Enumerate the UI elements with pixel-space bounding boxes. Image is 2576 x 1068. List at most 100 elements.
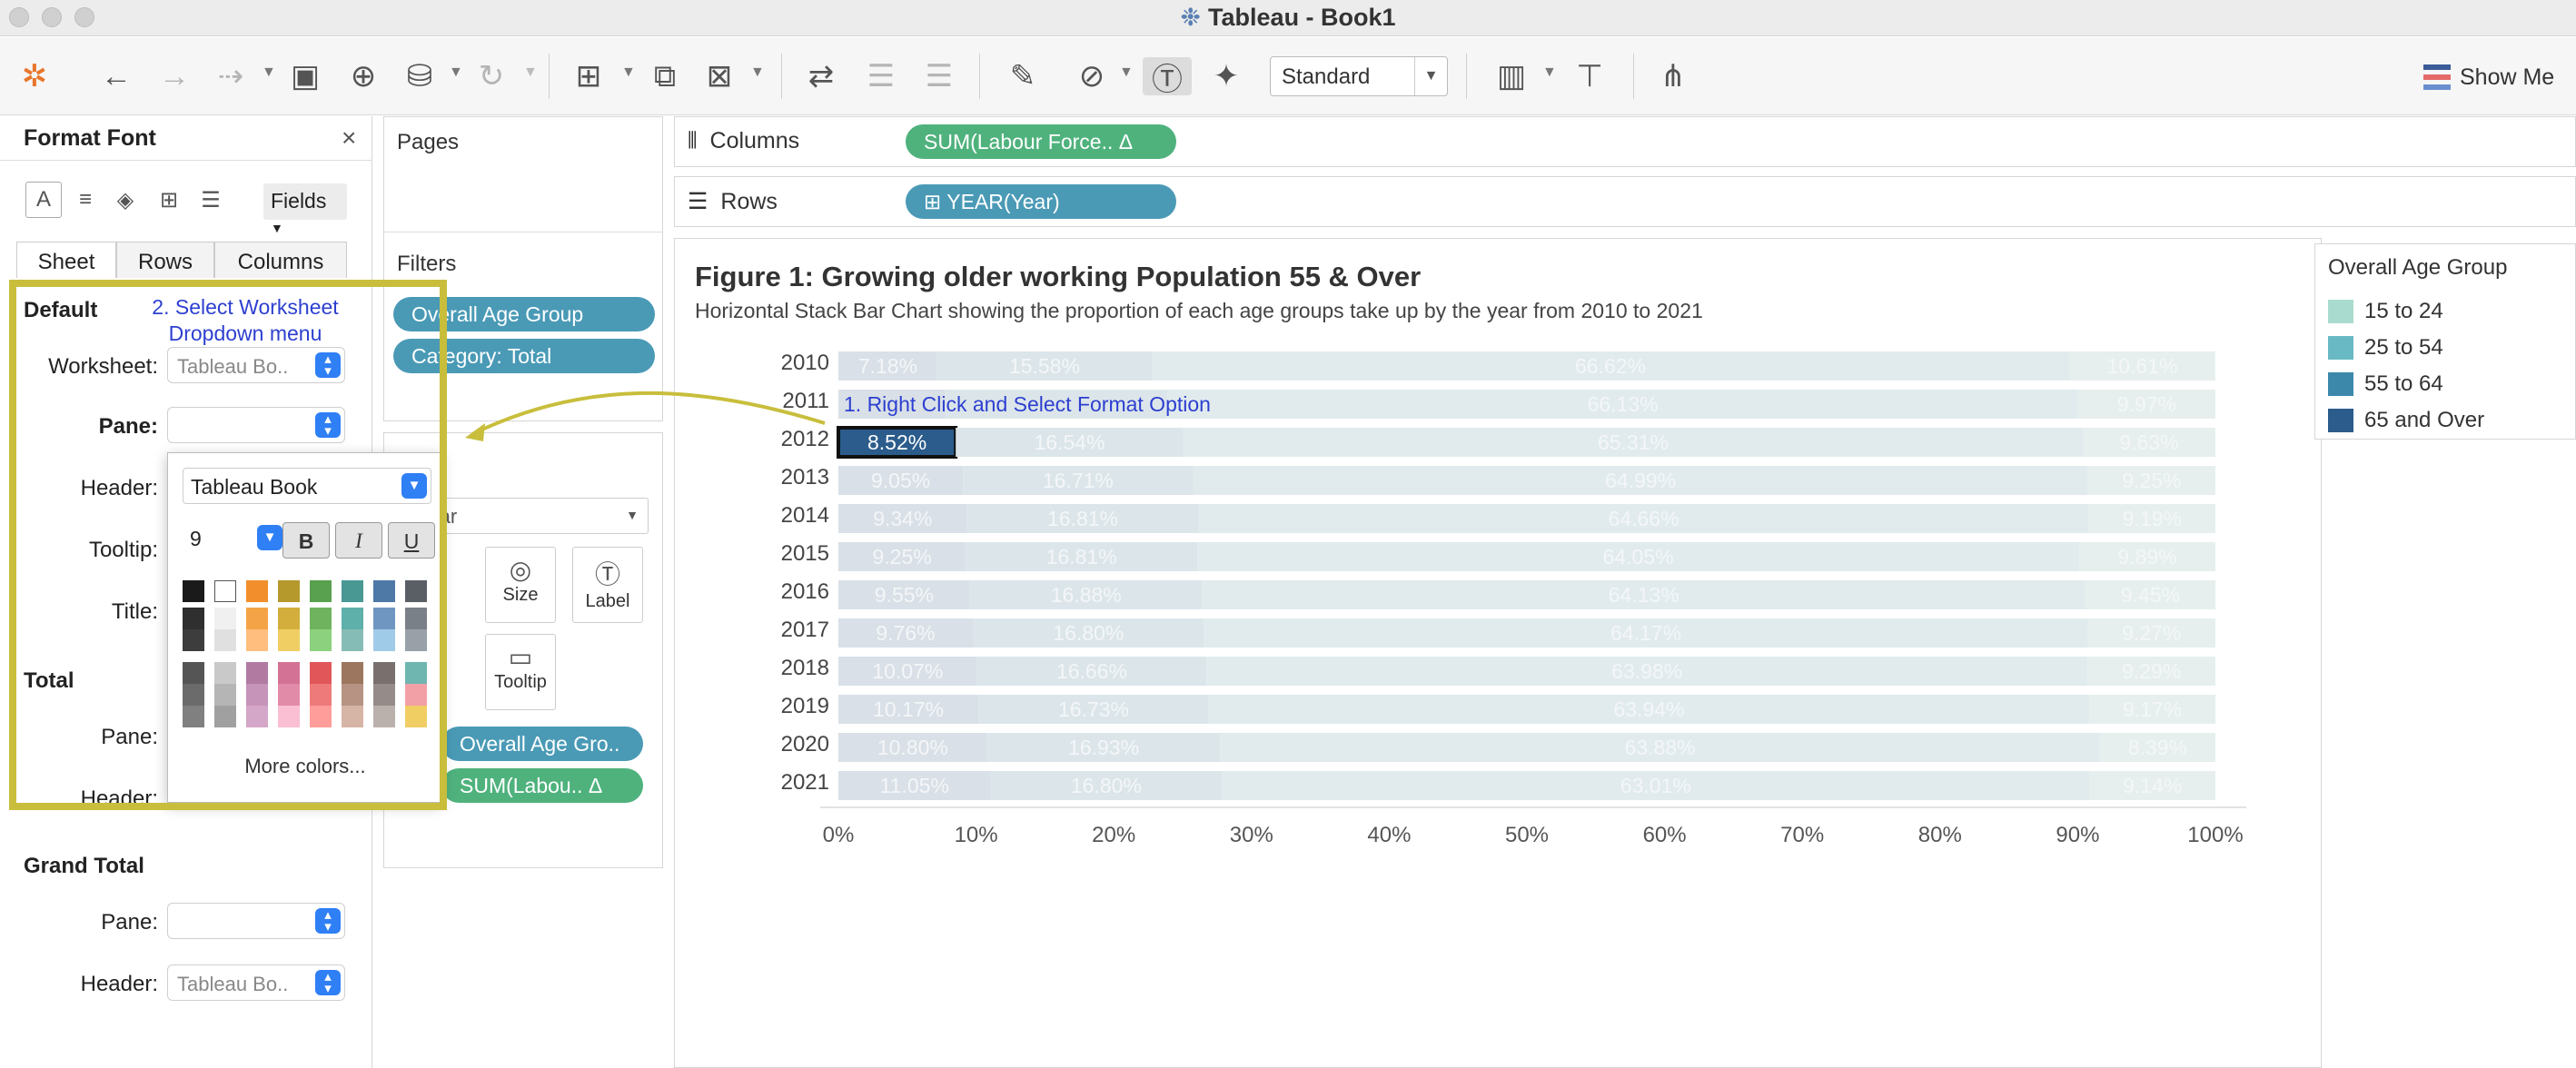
rows-shelf[interactable]: ☰ Rows ⊞ YEAR(Year) — [674, 176, 2576, 227]
bar-segment[interactable] — [976, 657, 1207, 686]
bar-segment[interactable] — [2079, 542, 2215, 571]
highlight-icon[interactable]: ✎ — [1009, 59, 1036, 94]
new-worksheet-icon[interactable]: ⊞ — [575, 59, 602, 94]
color-swatch[interactable] — [342, 684, 363, 706]
color-swatch[interactable] — [214, 580, 236, 602]
worksheet-font-select[interactable]: Tableau Bo.. ▴ ▾ — [167, 347, 345, 383]
bar-segment[interactable] — [2087, 618, 2215, 648]
bar-segment[interactable] — [1193, 466, 2088, 495]
window-zoom-button[interactable] — [74, 7, 94, 27]
color-swatch[interactable] — [310, 608, 332, 629]
bar-segment[interactable] — [838, 771, 991, 800]
bar-segment[interactable] — [966, 542, 1198, 571]
bar-segment[interactable] — [838, 695, 979, 724]
underline-button[interactable]: U — [388, 522, 435, 559]
color-swatch[interactable] — [342, 706, 363, 727]
pause-update-icon[interactable]: ⛁ — [406, 59, 433, 94]
color-swatch[interactable] — [214, 684, 236, 706]
color-swatch[interactable] — [246, 684, 268, 706]
bar-segment[interactable] — [963, 466, 1194, 495]
bar-segment[interactable] — [1202, 580, 2086, 609]
color-swatch[interactable] — [246, 608, 268, 629]
bar-segment[interactable] — [2087, 466, 2215, 495]
bar-segment[interactable] — [936, 351, 1153, 381]
refresh-dropdown-icon[interactable]: ▼ — [523, 64, 538, 80]
borders-format-icon[interactable]: ⊞ — [159, 187, 179, 213]
save-icon[interactable]: ▣ — [290, 59, 321, 94]
bar-segment[interactable] — [1197, 542, 2080, 571]
bar-segment[interactable] — [1204, 618, 2088, 648]
color-swatch[interactable] — [373, 629, 395, 651]
columns-pill-sum-labour-force[interactable]: SUM(Labour Force.. Δ — [906, 124, 1176, 159]
color-swatch[interactable] — [183, 629, 204, 651]
shading-format-icon[interactable]: ◈ — [116, 187, 134, 213]
color-swatch[interactable] — [373, 684, 395, 706]
bar-segment[interactable] — [838, 466, 964, 495]
color-swatch[interactable] — [183, 684, 204, 706]
bar-segment[interactable] — [838, 542, 966, 571]
bar-segment[interactable] — [2083, 428, 2215, 457]
font-format-icon[interactable]: A — [25, 182, 62, 218]
tab-rows[interactable]: Rows — [116, 242, 214, 278]
color-swatch[interactable] — [278, 629, 300, 651]
color-swatch[interactable] — [214, 706, 236, 727]
bar-segment[interactable] — [1208, 695, 2090, 724]
color-swatch[interactable] — [405, 608, 427, 629]
bar-segment[interactable] — [837, 426, 958, 459]
bar-segment[interactable] — [2088, 504, 2215, 533]
bar-segment[interactable] — [972, 618, 1204, 648]
color-swatch[interactable] — [405, 629, 427, 651]
fields-dropdown[interactable]: Fields ▼ — [263, 183, 347, 235]
datasource-dropdown-icon[interactable]: ▼ — [449, 64, 463, 80]
color-swatch[interactable] — [183, 706, 204, 727]
tab-sheet[interactable]: Sheet — [16, 242, 116, 278]
mark-type-select[interactable]: Bar ▼ — [416, 498, 649, 534]
worksheet-view[interactable]: Figure 1: Growing older working Populati… — [674, 238, 2322, 1068]
label-icon[interactable]: Ⓣ — [1143, 57, 1192, 97]
color-swatch[interactable] — [278, 608, 300, 629]
alignment-format-icon[interactable]: ≡ — [78, 187, 92, 212]
fit-select[interactable]: Standard ▼ — [1270, 56, 1448, 96]
legend-item[interactable]: 25 to 54 — [2328, 335, 2443, 361]
bar-segment[interactable] — [838, 351, 937, 381]
color-swatch[interactable] — [373, 580, 395, 602]
bar-segment[interactable] — [838, 504, 967, 533]
color-swatch[interactable] — [183, 580, 204, 602]
close-icon[interactable]: × — [342, 124, 357, 152]
tableau-logo-icon[interactable]: ✲ — [21, 59, 48, 94]
color-swatch[interactable] — [278, 580, 300, 602]
sort-ascending-icon[interactable]: ☰ — [867, 59, 896, 94]
color-swatch[interactable] — [246, 629, 268, 651]
color-swatch[interactable] — [373, 706, 395, 727]
bar-segment[interactable] — [956, 428, 1184, 457]
bar-segment[interactable] — [1206, 657, 2088, 686]
size-button[interactable]: ◎ Size — [485, 547, 556, 623]
bold-button[interactable]: B — [282, 522, 330, 559]
color-swatch[interactable] — [342, 608, 363, 629]
bar-segment[interactable] — [838, 580, 970, 609]
pin-icon[interactable]: ✦ — [1213, 59, 1240, 94]
columns-shelf[interactable]: ⫴ Columns SUM(Labour Force.. Δ — [674, 116, 2576, 167]
more-colors-link[interactable]: More colors... — [244, 755, 366, 777]
lines-format-icon[interactable]: ☰ — [201, 187, 221, 213]
legend-item[interactable]: 65 and Over — [2328, 408, 2484, 433]
new-worksheet-dropdown-icon[interactable]: ▼ — [621, 64, 636, 80]
bar-segment[interactable] — [1198, 504, 2089, 533]
bar-segment[interactable] — [946, 390, 1168, 419]
bar-segment[interactable] — [2085, 580, 2216, 609]
replay-dropdown-icon[interactable]: ▼ — [262, 64, 276, 80]
undo-icon[interactable]: ← — [101, 58, 132, 94]
stacked-bar-chart[interactable]: 2010 7.18% 15.58% 66.62% 10.61% 2011 66.13% 9.9… — [675, 239, 2321, 1067]
swap-icon[interactable]: ⇄ — [807, 59, 835, 94]
group-dropdown-icon[interactable]: ▼ — [1119, 64, 1134, 80]
color-swatch[interactable] — [405, 662, 427, 684]
color-swatch[interactable] — [373, 608, 395, 629]
color-swatch[interactable] — [373, 662, 395, 684]
color-swatch[interactable] — [183, 608, 204, 629]
new-datasource-icon[interactable]: ⊕ — [350, 59, 377, 94]
bar-segment[interactable] — [2089, 771, 2215, 800]
color-swatch[interactable] — [214, 608, 236, 629]
window-close-button[interactable] — [9, 7, 29, 27]
group-icon[interactable]: ⊘ — [1078, 59, 1105, 94]
show-me-button[interactable]: Show Me — [2423, 61, 2554, 94]
